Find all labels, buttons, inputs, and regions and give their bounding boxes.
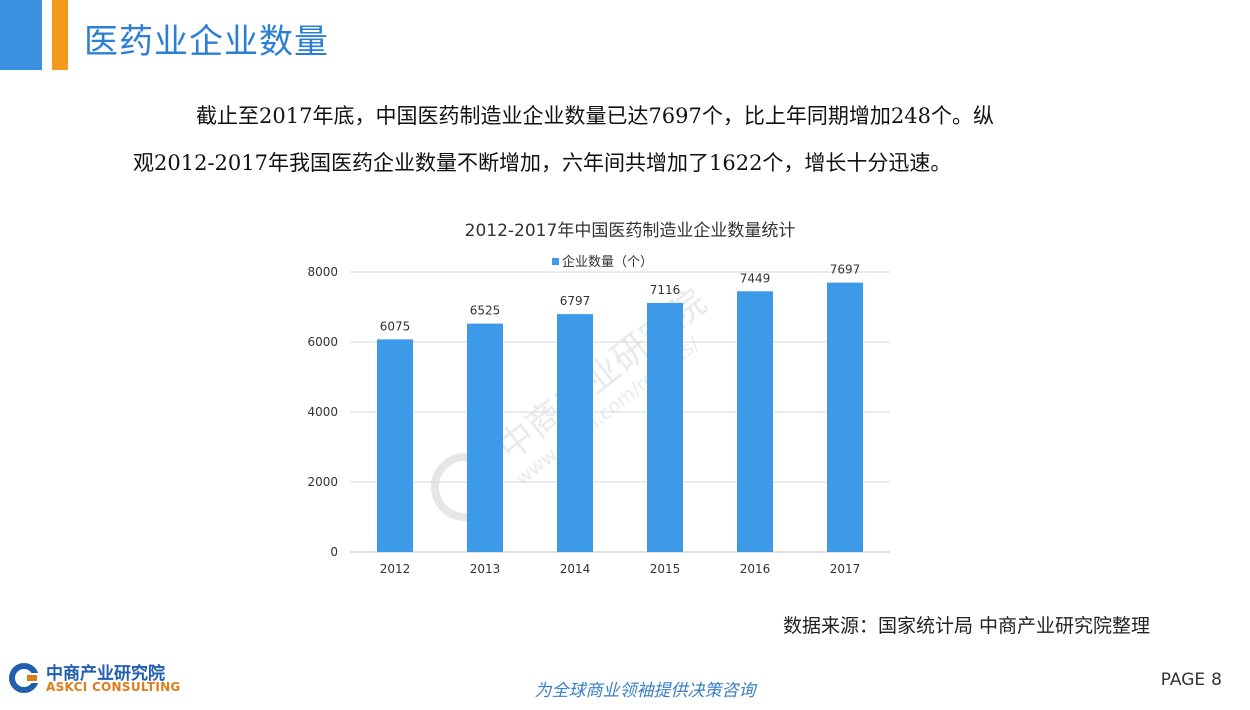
bar-2014 (557, 314, 593, 552)
legend-swatch (552, 258, 559, 265)
x-tick-label: 2015 (650, 562, 681, 576)
header-accent-orange (52, 0, 68, 70)
footer-slogan: 为全球商业领袖提供决策咨询 (534, 681, 756, 701)
bar-2015 (647, 302, 683, 552)
y-tick-label: 2000 (307, 475, 338, 489)
y-tick-label: 4000 (307, 405, 338, 419)
paragraph-line-2: 观2012-2017年我国医药企业数量不断增加，六年间共增加了1622个，增长十… (133, 151, 952, 175)
data-label-2014: 6797 (560, 294, 591, 308)
page-number-value: 8 (1211, 670, 1222, 690)
chart-title: 2012-2017年中国医药制造业企业数量统计 (464, 221, 796, 241)
legend-label: 企业数量（个） (562, 254, 653, 270)
page-number: PAGE 8 (1161, 670, 1222, 690)
bar-2012 (377, 339, 413, 552)
x-tick-label: 2013 (470, 562, 501, 576)
page-label: PAGE (1160, 670, 1206, 690)
paragraph-line-1: 截止至2017年底，中国医药制造业企业数量已达7697个，比上年同期增加248个… (196, 104, 994, 128)
chart-legend: 企业数量（个） (552, 254, 653, 270)
company-logo-icon (9, 663, 40, 693)
company-logo: 中商产业研究院 ASKCI CONSULTING (8, 659, 181, 699)
data-source: 数据来源：国家统计局 中商产业研究院整理 (782, 615, 1150, 637)
data-label-2017: 7697 (830, 263, 861, 277)
x-tick-label: 2012 (380, 562, 411, 576)
y-tick-label: 6000 (307, 335, 338, 349)
page-title: 医药业企业数量 (84, 22, 329, 62)
y-tick-label: 8000 (307, 265, 338, 279)
company-logo-cn: 中商产业研究院 (46, 664, 165, 684)
bar-chart: 中商产业研究院 www.askci.com/reports/ 020004000… (307, 254, 890, 576)
bar-2017 (827, 282, 863, 552)
data-label-2015: 7116 (650, 283, 681, 297)
data-label-2016: 7449 (740, 271, 771, 285)
data-label-2012: 6075 (380, 319, 411, 333)
header-accent-blue (0, 0, 42, 70)
x-tick-label: 2016 (740, 562, 771, 576)
company-logo-en: ASKCI CONSULTING (46, 680, 181, 694)
bar-2016 (737, 291, 773, 552)
x-tick-label: 2014 (560, 562, 591, 576)
y-tick-label: 0 (330, 545, 338, 559)
x-tick-label: 2017 (830, 562, 861, 576)
data-label-2013: 6525 (470, 304, 501, 318)
bar-2013 (467, 323, 503, 552)
